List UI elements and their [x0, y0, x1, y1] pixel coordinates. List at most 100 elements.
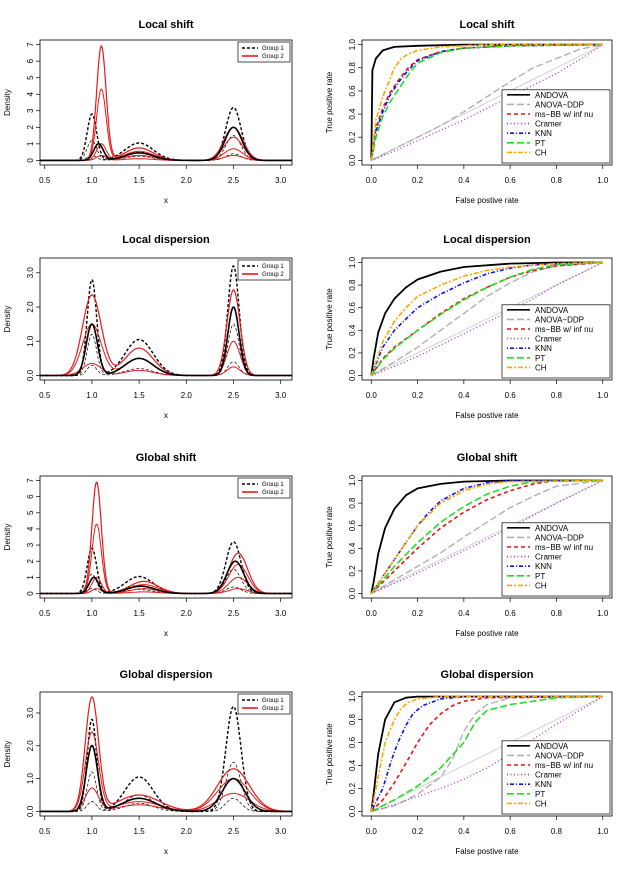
legend-label: ANDOVA [535, 91, 569, 100]
x-axis-label: x [164, 196, 168, 205]
density-curve-group-2 [40, 45, 292, 161]
y-tick-label: 1.0 [348, 256, 357, 268]
legend-label: Cramer [535, 335, 562, 344]
y-tick-label: 4 [26, 526, 35, 531]
legend-box [237, 259, 291, 281]
x-axis-label: x [164, 411, 168, 420]
y-tick-label: 0.0 [348, 369, 357, 381]
y-tick-label: 0.4 [348, 108, 357, 120]
x-tick-label: 1.5 [134, 609, 146, 618]
legend-label: Group 1 [262, 264, 284, 270]
x-tick-label: 3.0 [275, 176, 287, 185]
y-tick-label: 0.4 [348, 542, 357, 554]
y-tick-label: 6 [26, 58, 35, 63]
y-tick-label: 0.0 [348, 805, 357, 817]
y-tick-label: 1.0 [26, 772, 35, 784]
x-tick-label: 3.0 [275, 827, 287, 836]
x-tick-label: 0.2 [412, 176, 424, 185]
y-tick-label: 4 [26, 91, 35, 96]
legend-label: PT [535, 572, 545, 581]
roc-curve-andova [370, 43, 603, 161]
density-curve-mean [40, 744, 292, 813]
legend-box [237, 477, 291, 499]
y-tick-label: 0.8 [348, 497, 357, 509]
chart-panel-0: Local shift 0.5 1.0 1.5 2.0 2.5 3.0 0 1 2 3 4 5 6 7 x De… [3, 19, 293, 205]
x-tick-label: 1.0 [86, 827, 98, 836]
legend-box [501, 89, 611, 164]
y-tick-label: 0.0 [26, 805, 35, 817]
x-tick-label: 1.5 [134, 176, 146, 185]
chart-panel-5: Global shift 0.0 0.2 0.4 0.6 0.8 1.0 0.0 0.2 0.4 0… [325, 452, 613, 638]
x-tick-label: 1.5 [134, 827, 146, 836]
chart-panel-4: Global shift 0.5 1.0 1.5 2.0 2.5 3.0 0 1 2 3 4 5 6 7 x D… [3, 452, 293, 638]
y-axis-label: True positive rate [325, 506, 334, 568]
density-curve-mean [40, 560, 292, 595]
plot-frame [39, 691, 293, 817]
roc-curve-ms-bb-w-inf-nu [370, 479, 603, 595]
plot-frame [361, 475, 613, 599]
legend-label: Cramer [535, 120, 562, 129]
y-tick-label: 0 [26, 158, 35, 163]
legend-label: ANOVA−DDP [535, 751, 584, 760]
chart-title: Local dispersion [443, 234, 531, 246]
legend-label: ANOVA−DDP [535, 315, 584, 324]
chart-title: Local shift [138, 19, 193, 31]
legend-box [501, 522, 611, 597]
legend-label: ANDOVA [535, 742, 569, 751]
plot-frame [361, 257, 613, 381]
y-tick-label: 0.2 [348, 347, 357, 359]
x-axis-label: x [164, 847, 168, 856]
roc-curve-anova-ddp [370, 261, 603, 377]
legend-label: Group 2 [262, 706, 284, 712]
density-curve-group-1 [40, 797, 292, 812]
legend-label: PT [535, 790, 545, 799]
roc-curve-andova [370, 261, 603, 376]
legend-label: CH [535, 581, 547, 590]
plot-frame [39, 475, 293, 599]
legend-box [501, 304, 611, 379]
legend-label: ANDOVA [535, 524, 569, 533]
legend-box [501, 740, 611, 815]
roc-curve-knn [370, 695, 603, 812]
y-tick-label: 2.0 [26, 301, 35, 313]
density-curve-group-2 [40, 696, 292, 813]
y-tick-label: 0.8 [348, 62, 357, 74]
y-tick-label: 0.6 [348, 302, 357, 314]
y-tick-label: 7 [26, 478, 35, 483]
diagonal-reference-line [371, 696, 603, 812]
roc-curve-ch [370, 43, 603, 161]
x-tick-label: 0.5 [39, 609, 51, 618]
chart-title: Global dispersion [441, 669, 534, 681]
legend-label: ANOVA−DDP [535, 533, 584, 542]
legend-label: PT [535, 139, 545, 148]
y-tick-label: 5 [26, 75, 35, 80]
legend-label: Group 2 [262, 272, 284, 278]
chart-panel-7: Global dispersion 0.0 0.2 0.4 0.6 0.8 1.0 0.0 0.… [325, 669, 613, 856]
legend-label: KNN [535, 562, 552, 571]
y-tick-label: 0.0 [348, 154, 357, 166]
roc-curve-pt [370, 695, 603, 813]
legend-label: CH [535, 148, 547, 157]
roc-curve-andova [370, 479, 603, 594]
legend-label: CH [535, 799, 547, 808]
chart-title: Local dispersion [122, 234, 210, 246]
y-tick-label: 3 [26, 108, 35, 113]
legend-label: ANOVA−DDP [535, 100, 584, 109]
y-tick-label: 2.0 [26, 740, 35, 752]
y-tick-label: 1.0 [348, 690, 357, 702]
x-axis-label: False postive rate [455, 411, 519, 420]
roc-curve-pt [370, 261, 603, 376]
x-tick-label: 2.5 [228, 827, 240, 836]
y-tick-label: 1 [26, 575, 35, 580]
x-tick-label: 0.6 [505, 827, 517, 836]
roc-curve-anova-ddp [370, 479, 603, 595]
legend-label: ms−BB w/ inf nu [535, 110, 593, 119]
legend-label: Group 1 [262, 482, 284, 488]
roc-curve-cramer [371, 479, 603, 595]
y-axis-label: Density [3, 741, 12, 768]
legend-label: KNN [535, 780, 552, 789]
density-curve-group-1 [40, 106, 292, 162]
legend-label: ms−BB w/ inf nu [535, 761, 593, 770]
x-tick-label: 0.6 [505, 176, 517, 185]
